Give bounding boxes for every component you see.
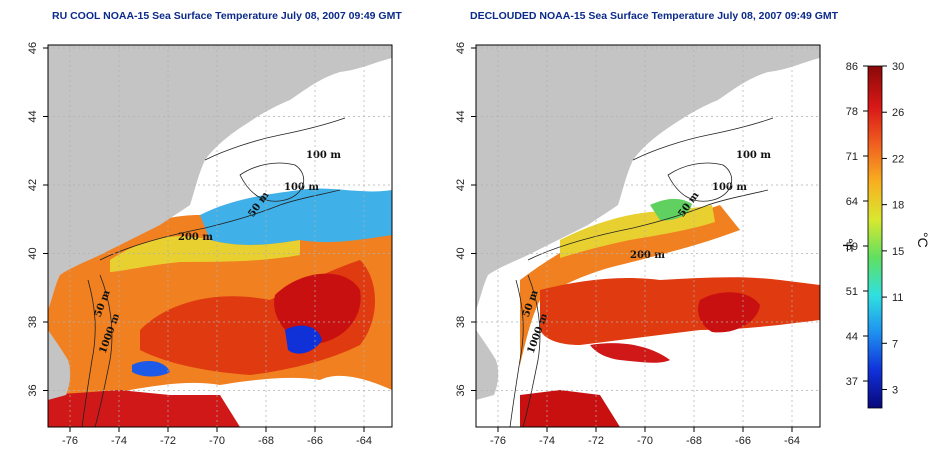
right-lat-tick-label: 46 bbox=[455, 42, 467, 54]
colorbar-fahrenheit-label: °F bbox=[840, 238, 856, 252]
left-lat-tick-label: 46 bbox=[27, 42, 39, 54]
colorbar-f-tick-label: 86 bbox=[846, 61, 858, 73]
left-isobath-200 bbox=[99, 189, 341, 261]
right-land bbox=[476, 45, 820, 310]
colorbar-c-tick-label: 30 bbox=[892, 61, 904, 73]
right-lon-tick-label: -64 bbox=[784, 435, 800, 447]
left-contour-label-100-north: 100 m bbox=[306, 150, 341, 161]
left-lat-tick-label: 44 bbox=[27, 110, 39, 122]
left-isobath-100 bbox=[204, 117, 346, 161]
right-isobaths bbox=[509, 117, 774, 427]
left-lon-tick-label: -68 bbox=[258, 435, 274, 447]
right-map-frame bbox=[475, 44, 821, 428]
right-sst-filament bbox=[590, 343, 670, 363]
left-sst-yellow-band bbox=[110, 236, 300, 272]
left-isobath-1000 bbox=[94, 274, 113, 427]
colorbar-f-tick-label: 71 bbox=[846, 151, 858, 163]
right-lon-tick-label: -68 bbox=[686, 435, 702, 447]
left-sst-cold-patch bbox=[285, 325, 322, 354]
right-contour-label-100-north: 100 m bbox=[736, 150, 771, 161]
right-isobath-100 bbox=[632, 117, 774, 161]
left-lon-tick-label: -74 bbox=[111, 435, 127, 447]
right-lon-tick-label: -72 bbox=[588, 435, 604, 447]
left-axes: -76 -74 -72 -70 -68 -66 -64 46 44 42 40 38 36 bbox=[27, 42, 372, 447]
colorbar-c-tick-label: 22 bbox=[892, 153, 904, 165]
left-contour-label-100-south: 100 m bbox=[284, 182, 319, 193]
colorbar-ticks: 86 78 71 64 59 51 44 37 30 26 22 18 15 11 7 3 bbox=[846, 61, 905, 397]
left-map-frame bbox=[47, 44, 393, 428]
left-contour-label-200: 200 m bbox=[178, 232, 213, 243]
right-isobath-50 bbox=[667, 162, 733, 202]
right-sst-green-patch bbox=[650, 198, 692, 221]
colorbar-f-tick-label: 37 bbox=[846, 376, 858, 388]
right-axes: -76 -74 -72 -70 -68 -66 -64 46 44 42 40 38 36 bbox=[455, 42, 800, 447]
right-isobath-200 bbox=[527, 189, 769, 261]
right-map-title: DECLOUDED NOAA-15 Sea Surface Temperatur… bbox=[470, 10, 839, 22]
left-land-south bbox=[48, 330, 71, 400]
right-lat-tick-label: 40 bbox=[455, 247, 467, 259]
right-sst-south-red bbox=[520, 390, 620, 427]
left-isobath-50 bbox=[239, 162, 305, 202]
colorbar-f-tick-label: 59 bbox=[846, 241, 858, 253]
left-gridlines bbox=[48, 45, 392, 427]
right-lon-tick-label: -74 bbox=[539, 435, 555, 447]
left-isobath-shelf bbox=[81, 279, 96, 427]
left-isobaths bbox=[81, 117, 346, 427]
left-lon-tick-label: -66 bbox=[307, 435, 323, 447]
left-lon-tick-label: -76 bbox=[62, 435, 78, 447]
left-lat-tick-label: 40 bbox=[27, 247, 39, 259]
left-map-title: RU COOL NOAA-15 Sea Surface Temperature … bbox=[52, 10, 402, 22]
left-lat-tick-label: 36 bbox=[27, 384, 39, 396]
colorbar-f-tick-label: 64 bbox=[846, 196, 858, 208]
colorbar-c-tick-label: 11 bbox=[892, 292, 903, 304]
colorbar-f-tick-label: 44 bbox=[846, 331, 858, 343]
right-lat-tick-label: 38 bbox=[455, 316, 467, 328]
left-land bbox=[48, 45, 392, 310]
left-sst-cold-patch-2 bbox=[132, 360, 170, 377]
right-lon-tick-label: -76 bbox=[490, 435, 506, 447]
left-lat-tick-label: 42 bbox=[27, 179, 39, 191]
colorbar-c-tick-label: 15 bbox=[892, 246, 904, 258]
right-contour-label-200: 200 m bbox=[630, 250, 665, 261]
left-lat-tick-label: 38 bbox=[27, 316, 39, 328]
right-sst-eddy bbox=[698, 292, 760, 333]
left-lon-tick-label: -64 bbox=[356, 435, 372, 447]
right-sst-south-field bbox=[540, 277, 820, 345]
left-sst-south-red bbox=[48, 390, 240, 427]
right-contour-label-100-south: 100 m bbox=[712, 182, 747, 193]
left-lon-tick-label: -70 bbox=[209, 435, 225, 447]
right-lat-tick-label: 36 bbox=[455, 384, 467, 396]
left-lon-tick-label: -72 bbox=[160, 435, 176, 447]
colorbar-c-tick-label: 18 bbox=[892, 200, 904, 212]
right-gridlines bbox=[476, 45, 820, 427]
colorbar-c-tick-label: 3 bbox=[892, 385, 898, 397]
left-sst-cool-shelf bbox=[200, 188, 392, 245]
colorbar-celsius-label: °C bbox=[915, 232, 931, 248]
right-lon-tick-label: -70 bbox=[637, 435, 653, 447]
colorbar bbox=[867, 65, 883, 409]
colorbar-f-tick-label: 78 bbox=[846, 106, 858, 118]
right-lat-tick-label: 44 bbox=[455, 110, 467, 122]
right-lon-tick-label: -66 bbox=[735, 435, 751, 447]
right-lat-tick-label: 42 bbox=[455, 179, 467, 191]
right-isobath-1000 bbox=[522, 274, 541, 427]
right-isobath-shelf bbox=[509, 279, 524, 427]
right-land-south bbox=[476, 330, 499, 400]
colorbar-f-tick-label: 51 bbox=[846, 286, 858, 298]
left-map: 100 m 100 m 50 m 200 m 50 m 1000 m bbox=[48, 45, 392, 427]
right-map: 100 m 100 m 50 m 200 m 50 m 1000 m bbox=[476, 45, 820, 427]
colorbar-c-tick-label: 7 bbox=[892, 338, 898, 350]
colorbar-c-tick-label: 26 bbox=[892, 107, 904, 119]
